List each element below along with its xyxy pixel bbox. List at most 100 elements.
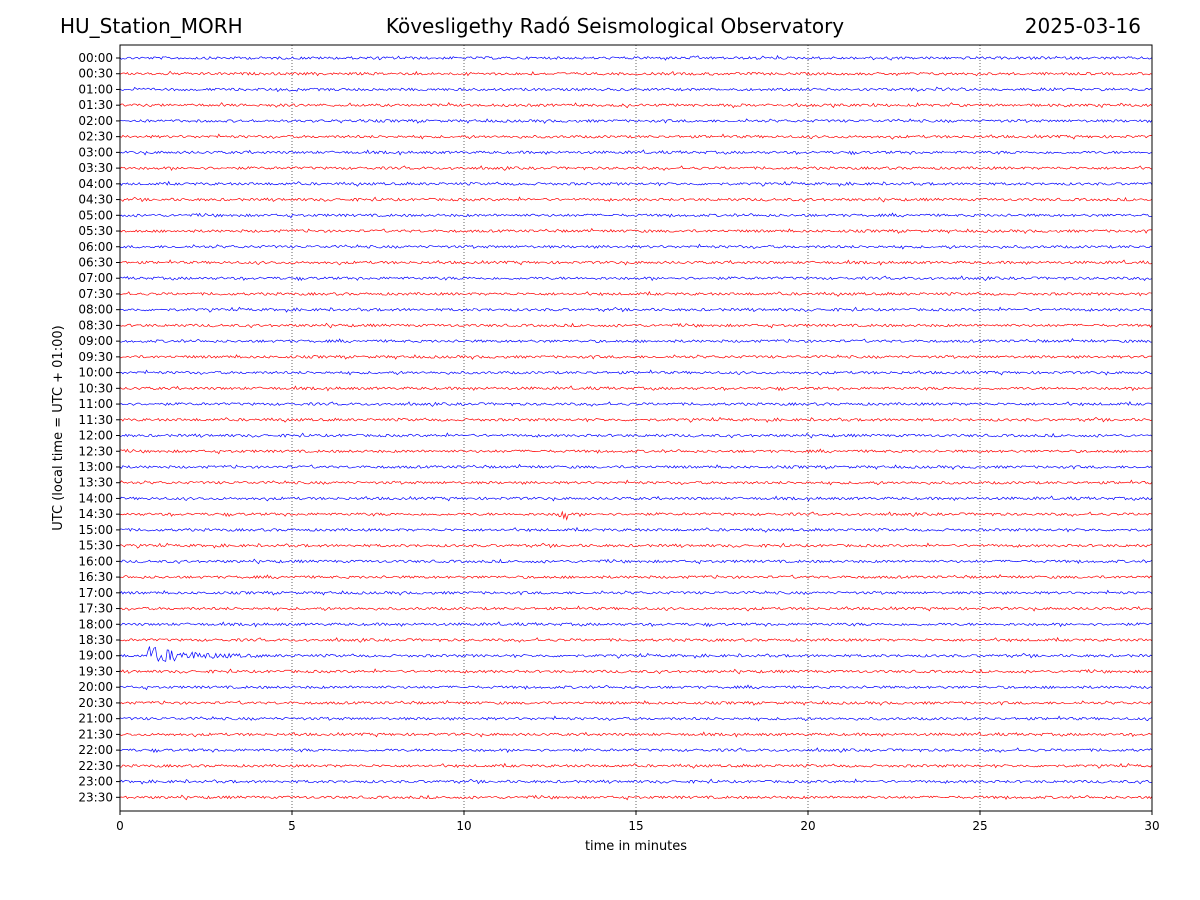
row-time-label: 16:00 — [78, 554, 113, 568]
row-time-label: 05:00 — [78, 208, 113, 222]
station-title: HU_Station_MORH — [60, 14, 243, 38]
row-time-label: 00:00 — [78, 51, 113, 65]
trace-0500 — [119, 212, 1152, 219]
trace-1330 — [119, 479, 1153, 486]
trace-1530 — [120, 542, 1153, 549]
row-time-label: 08:30 — [78, 318, 113, 332]
trace-1830 — [119, 636, 1153, 643]
trace-1000 — [119, 369, 1153, 376]
trace-1130 — [119, 416, 1153, 423]
row-time-label: 19:30 — [78, 664, 113, 678]
row-time-label: 05:30 — [78, 224, 113, 238]
trace-0330 — [119, 165, 1153, 172]
row-time-label: 02:00 — [78, 114, 113, 128]
trace-0230 — [119, 133, 1153, 140]
trace-0730 — [119, 290, 1153, 297]
row-time-label: 13:00 — [78, 460, 113, 474]
row-time-label: 07:30 — [78, 287, 113, 301]
trace-1600 — [119, 558, 1153, 565]
row-time-label: 21:00 — [78, 712, 113, 726]
trace-2130 — [119, 731, 1153, 738]
x-axis-label: time in minutes — [585, 839, 687, 854]
trace-1400 — [119, 495, 1153, 502]
trace-0200 — [119, 118, 1153, 124]
trace-0900 — [119, 338, 1153, 344]
row-time-label: 14:30 — [78, 507, 113, 521]
row-time-label: 23:00 — [78, 775, 113, 789]
row-time-label: 09:30 — [78, 350, 113, 364]
observatory-title: Kövesligethy Radó Seismological Observat… — [385, 14, 845, 38]
row-time-label: 16:30 — [78, 570, 113, 584]
row-time-label: 20:00 — [78, 680, 113, 694]
trace-1500 — [119, 526, 1153, 533]
trace-2230 — [119, 762, 1153, 769]
row-time-label: 04:30 — [78, 193, 113, 207]
trace-1900 — [119, 646, 1153, 662]
row-time-label: 17:30 — [78, 602, 113, 616]
row-time-label: 19:00 — [78, 649, 113, 663]
trace-1230 — [119, 448, 1153, 455]
trace-0830 — [119, 322, 1153, 329]
plot-frame — [119, 44, 1153, 812]
trace-0530 — [119, 227, 1153, 235]
row-time-label: 00:30 — [78, 67, 113, 81]
row-time-label: 22:00 — [78, 743, 113, 757]
trace-0300 — [119, 149, 1153, 156]
trace-0700 — [119, 275, 1153, 282]
trace-2100 — [119, 715, 1153, 722]
x-tick-label: 15 — [628, 819, 643, 833]
trace-2200 — [119, 747, 1153, 754]
row-time-label: 21:30 — [78, 727, 113, 741]
row-time-label: 22:30 — [78, 759, 113, 773]
row-time-label: 17:00 — [78, 586, 113, 600]
trace-2000 — [119, 684, 1153, 691]
row-time-label: 03:00 — [78, 145, 113, 159]
row-time-label: 12:30 — [78, 444, 113, 458]
row-time-label: 10:30 — [78, 381, 113, 395]
row-time-label: 15:30 — [78, 539, 113, 553]
row-time-label: 01:30 — [78, 98, 113, 112]
trace-0800 — [119, 306, 1153, 313]
row-time-label: 13:30 — [78, 476, 113, 490]
trace-1730 — [119, 605, 1153, 612]
row-time-label: 12:00 — [78, 429, 113, 443]
trace-2030 — [119, 699, 1153, 706]
trace-1100 — [119, 400, 1153, 407]
grid-lines — [291, 45, 981, 811]
x-tick-label: 5 — [288, 819, 296, 833]
trace-0030 — [119, 70, 1153, 77]
trace-1200 — [119, 432, 1153, 439]
trace-2330 — [119, 794, 1153, 801]
row-time-label: 18:30 — [78, 633, 113, 647]
row-time-label: 11:30 — [78, 413, 113, 427]
row-time-label: 02:30 — [78, 130, 113, 144]
trace-0000 — [119, 54, 1153, 61]
trace-1930 — [119, 668, 1153, 675]
row-time-label: 11:00 — [78, 397, 113, 411]
trace-1800 — [119, 621, 1153, 628]
row-time-label: 06:00 — [78, 240, 113, 254]
x-tick-label: 0 — [116, 819, 124, 833]
x-tick-label: 30 — [1144, 819, 1159, 833]
x-tick-label: 25 — [972, 819, 987, 833]
trace-0430 — [119, 196, 1153, 203]
trace-0630 — [119, 259, 1153, 266]
row-time-label: 07:00 — [78, 271, 113, 285]
row-time-label: 14:00 — [78, 491, 113, 505]
row-time-label: 10:00 — [78, 366, 113, 380]
x-tick-label: 10 — [456, 819, 471, 833]
trace-1030 — [119, 385, 1153, 392]
row-time-label: 06:30 — [78, 255, 113, 269]
trace-2300 — [119, 778, 1153, 785]
trace-0600 — [119, 243, 1153, 250]
row-time-label: 08:00 — [78, 303, 113, 317]
trace-0100 — [119, 86, 1153, 93]
trace-1630 — [119, 573, 1153, 580]
row-time-label: 20:30 — [78, 696, 113, 710]
row-time-label: 04:00 — [78, 177, 113, 191]
trace-1430 — [119, 510, 1153, 521]
date-title: 2025-03-16 — [1024, 14, 1141, 38]
row-time-label: 23:30 — [78, 790, 113, 804]
trace-layer — [119, 54, 1153, 801]
